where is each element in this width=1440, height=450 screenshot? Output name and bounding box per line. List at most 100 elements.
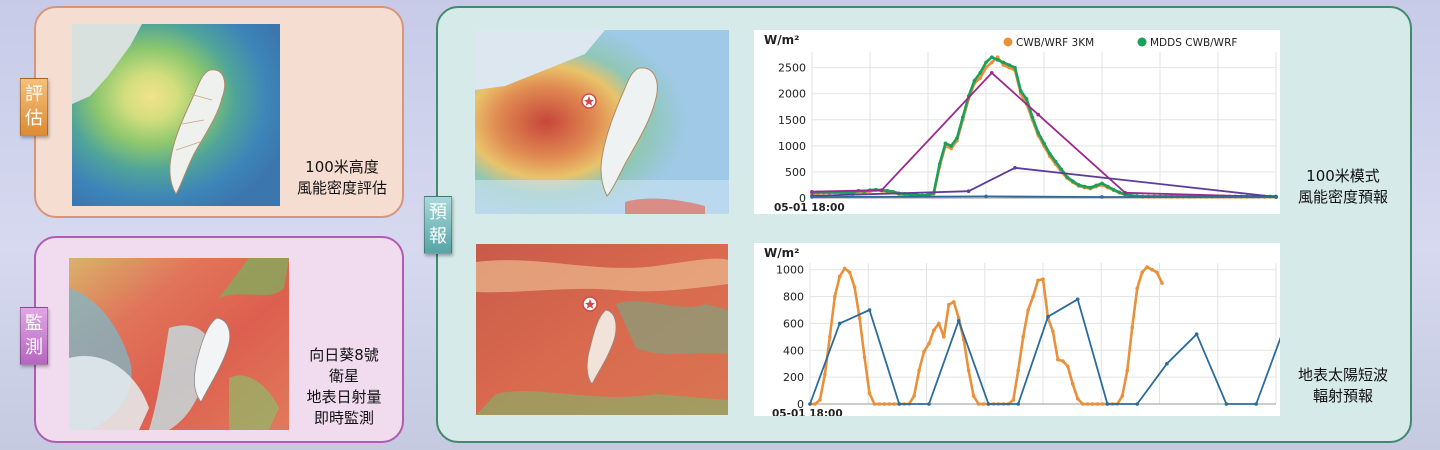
y-tick-label: 200 <box>783 371 804 384</box>
data-point <box>842 266 847 271</box>
data-point <box>1088 185 1093 190</box>
y-tick-label: 600 <box>783 317 804 330</box>
data-point <box>972 78 977 83</box>
data-point <box>837 274 842 279</box>
data-point <box>1100 195 1104 199</box>
star-marker-icon <box>582 296 598 312</box>
data-point <box>1106 184 1110 189</box>
data-point <box>1021 335 1025 339</box>
data-point <box>879 188 884 192</box>
data-point <box>1075 396 1080 401</box>
data-point <box>1030 115 1035 119</box>
data-point <box>1051 329 1055 334</box>
data-point <box>1013 165 1017 170</box>
y-tick-label: 0 <box>799 192 806 205</box>
data-point <box>1080 402 1085 406</box>
data-point <box>1095 402 1100 406</box>
data-point <box>845 190 849 195</box>
data-point <box>995 58 1000 62</box>
caption-line: 100米模式 <box>1306 167 1380 185</box>
data-point <box>978 76 982 80</box>
caption-line: 衛星 <box>328 367 359 385</box>
monitoring-tag: 監測 <box>20 307 48 365</box>
data-point <box>1145 265 1149 269</box>
data-point <box>882 402 887 406</box>
data-point <box>850 190 855 195</box>
data-point <box>1140 270 1144 275</box>
data-point <box>966 368 971 373</box>
data-point <box>1042 141 1046 146</box>
data-point <box>808 402 812 406</box>
x-start-label: 05-01 18:00 <box>774 202 845 214</box>
data-point <box>981 402 986 406</box>
x-start-label: 05-01 18:00 <box>772 408 843 416</box>
data-point <box>823 372 827 377</box>
data-point <box>984 194 988 199</box>
data-point <box>932 328 936 332</box>
data-point <box>1036 112 1040 117</box>
data-point <box>1105 402 1110 406</box>
data-point <box>1150 267 1154 272</box>
data-point <box>1094 183 1098 188</box>
data-point <box>1165 361 1169 366</box>
y-tick-label: 1000 <box>778 140 806 153</box>
wind-forecast-map <box>475 30 729 214</box>
data-point <box>937 162 942 166</box>
data-point <box>1053 159 1058 164</box>
y-tick-label: 2000 <box>778 88 806 101</box>
data-point <box>1070 382 1075 386</box>
data-point <box>867 308 872 312</box>
data-point <box>942 335 946 339</box>
y-tick-label: 400 <box>783 344 804 357</box>
legend-dot-icon <box>1137 37 1147 47</box>
data-point <box>949 146 953 151</box>
caption-line: 100米高度 <box>305 158 379 176</box>
monitoring-caption: 向日葵8號 衛星 地表日射量 即時監測 <box>286 345 402 429</box>
caption-line: 即時監測 <box>313 409 374 427</box>
data-point <box>885 188 890 193</box>
data-point <box>1016 402 1021 406</box>
data-point <box>986 402 991 406</box>
caption-line: 風能密度預報 <box>1297 188 1388 206</box>
data-point <box>956 318 961 323</box>
data-point <box>897 402 902 406</box>
data-point <box>1111 187 1116 192</box>
data-point <box>1031 294 1035 299</box>
evaluation-tag: 評估 <box>20 78 48 136</box>
data-point <box>1013 65 1017 70</box>
data-point <box>1075 297 1080 302</box>
data-point <box>828 335 832 339</box>
solar-forecast-caption: 地表太陽短波 輻射預報 <box>1282 365 1404 407</box>
himawari-8-radiation-map <box>69 258 289 430</box>
data-point <box>852 285 857 289</box>
data-point <box>1019 89 1023 93</box>
data-point <box>892 402 897 406</box>
caption-line: 地表日射量 <box>306 388 382 406</box>
data-point <box>947 302 951 307</box>
data-point <box>927 341 931 346</box>
series-line <box>811 166 1277 198</box>
data-point <box>971 394 976 398</box>
data-point <box>990 55 994 60</box>
data-point <box>837 321 842 326</box>
data-point <box>1130 325 1135 330</box>
data-point <box>1117 190 1122 195</box>
data-point <box>1026 308 1030 312</box>
data-point <box>810 189 814 194</box>
legend-dot-icon <box>1003 37 1013 47</box>
data-point <box>1001 60 1006 65</box>
data-point <box>818 398 822 402</box>
data-point <box>937 321 941 326</box>
y-tick-label: 1500 <box>778 114 806 127</box>
y-axis-label: W/m² <box>764 246 799 260</box>
data-point <box>1254 402 1258 406</box>
data-point <box>990 71 994 75</box>
evaluation-caption: 100米高度 風能密度評估 <box>282 157 402 199</box>
data-point <box>1125 368 1130 373</box>
data-point <box>917 368 921 373</box>
data-point <box>961 115 965 119</box>
data-point <box>862 355 867 359</box>
data-point <box>984 60 988 65</box>
data-point <box>1135 402 1139 406</box>
y-tick-label: 800 <box>783 291 804 304</box>
